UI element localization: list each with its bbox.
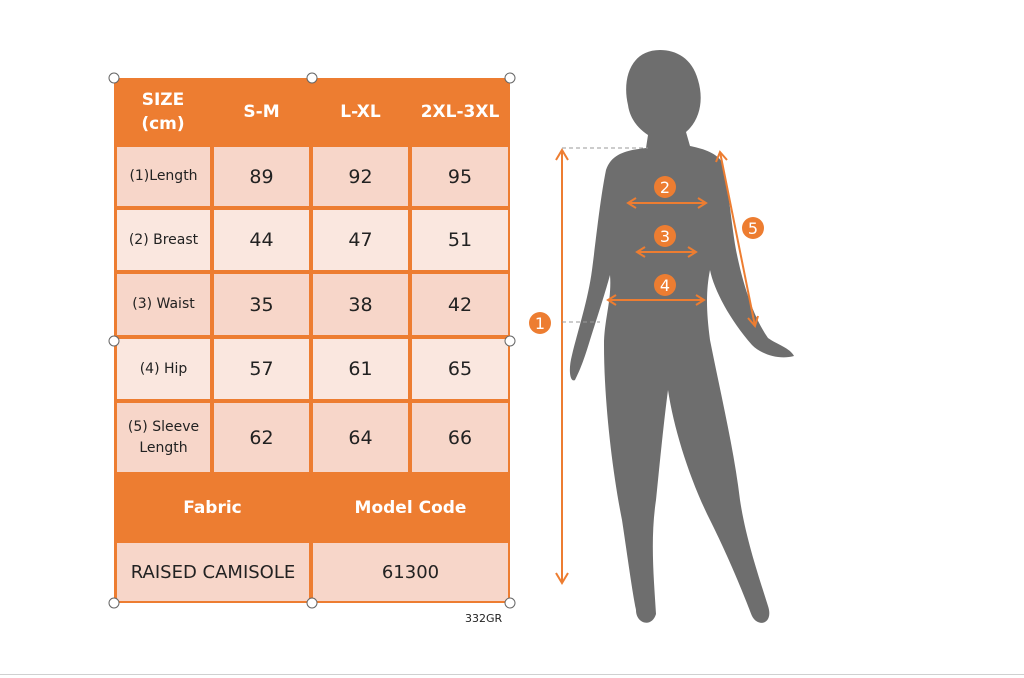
measurement-marker-number: 3 xyxy=(660,227,670,246)
sleeve-arrow xyxy=(719,151,756,327)
size-value-cell: 65 xyxy=(412,339,508,399)
resize-handle-top[interactable] xyxy=(306,72,318,84)
size-value-cell: 35 xyxy=(214,274,309,335)
row-label: (4) Hip xyxy=(117,339,210,399)
size-chart-table[interactable]: SIZE (cm) S-M L-XL 2XL-3XL (1)Length 89 92 9… xyxy=(114,78,510,603)
size-value-cell: 64 xyxy=(313,403,408,472)
size-value-cell: 95 xyxy=(412,147,508,206)
resize-handle-left[interactable] xyxy=(108,335,120,347)
measurement-marker-number: 1 xyxy=(535,314,545,333)
header-size: SIZE (cm) xyxy=(114,78,212,145)
size-value-cell: 47 xyxy=(313,210,408,270)
header-s-m: S-M xyxy=(243,101,280,122)
size-value-cell: 66 xyxy=(412,403,508,472)
model-code-value: 61300 xyxy=(313,543,508,601)
woman-silhouette xyxy=(569,50,794,623)
image-code: 332GR xyxy=(465,612,503,625)
fabric-header: Fabric xyxy=(183,497,242,518)
measurement-marker xyxy=(529,312,551,334)
header-l-xl: L-XL xyxy=(340,101,381,122)
measurement-marker xyxy=(654,176,676,198)
measurement-marker-number: 5 xyxy=(748,219,758,238)
size-value-cell: 51 xyxy=(412,210,508,270)
header-unit-label: (cm) xyxy=(141,113,185,134)
measurement-marker xyxy=(654,274,676,296)
resize-handle-top-right[interactable] xyxy=(504,72,516,84)
resize-handle-right[interactable] xyxy=(504,335,516,347)
fabric-value: RAISED CAMISOLE xyxy=(117,543,309,601)
row-label: (2) Breast xyxy=(117,210,210,270)
size-value-cell: 92 xyxy=(313,147,408,206)
row-label: (1)Length xyxy=(117,147,210,206)
size-value-cell: 57 xyxy=(214,339,309,399)
measurement-marker-number: 4 xyxy=(660,276,670,295)
size-value-cell: 62 xyxy=(214,403,309,472)
resize-handle-top-left[interactable] xyxy=(108,72,120,84)
resize-handle-bottom-right[interactable] xyxy=(504,597,516,609)
row-label-line: Length xyxy=(139,439,188,456)
size-value-cell: 89 xyxy=(214,147,309,206)
size-value-cell: 42 xyxy=(412,274,508,335)
header-size-label: SIZE xyxy=(141,89,185,110)
size-value-cell: 44 xyxy=(214,210,309,270)
resize-handle-bottom[interactable] xyxy=(306,597,318,609)
size-value-cell: 38 xyxy=(313,274,408,335)
size-value-cell: 61 xyxy=(313,339,408,399)
model-code-header: Model Code xyxy=(354,497,467,518)
row-label-line: (5) Sleeve xyxy=(127,418,200,435)
row-label: (5) Sleeve Length xyxy=(117,403,210,472)
header-2xl-3xl: 2XL-3XL xyxy=(420,101,500,122)
measurement-marker xyxy=(654,225,676,247)
measurement-marker-number: 2 xyxy=(660,178,670,197)
row-label: (3) Waist xyxy=(117,274,210,335)
measurement-marker xyxy=(742,217,764,239)
resize-handle-bottom-left[interactable] xyxy=(108,597,120,609)
divider xyxy=(0,674,1024,675)
